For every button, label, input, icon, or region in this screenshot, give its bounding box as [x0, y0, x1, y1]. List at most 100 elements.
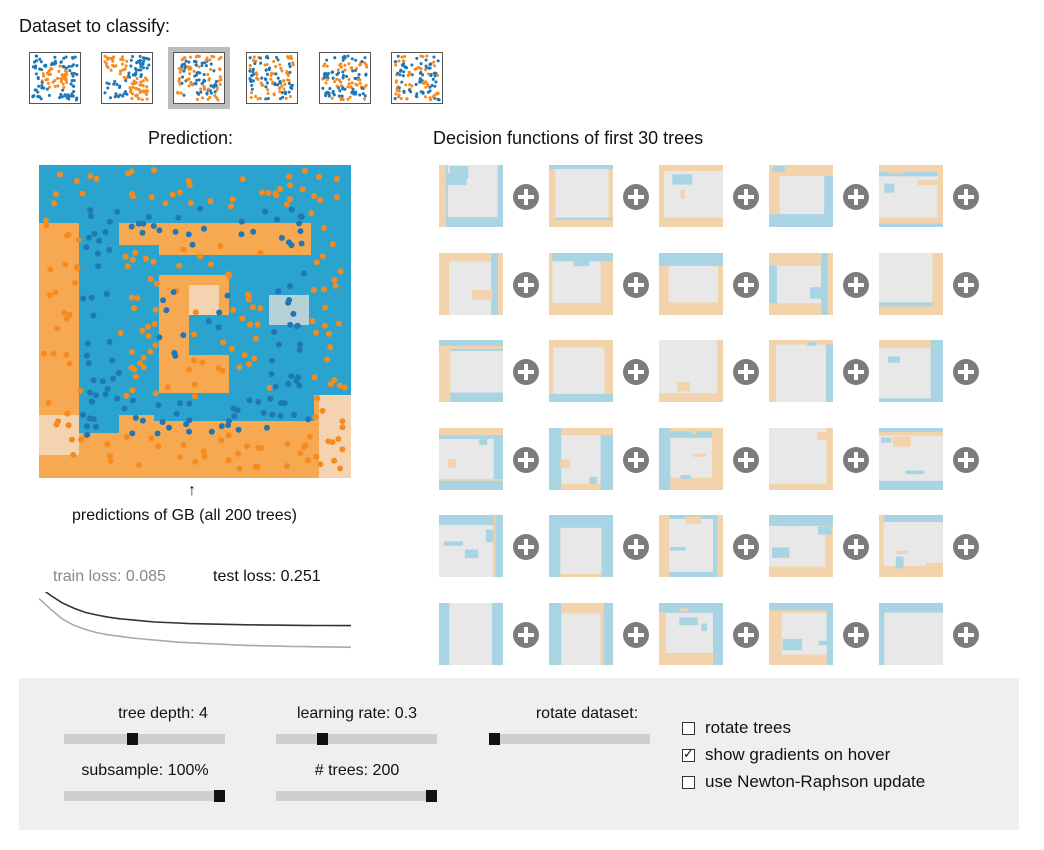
- tree-2[interactable]: [549, 165, 613, 227]
- plus-icon: [733, 534, 759, 560]
- tree-27[interactable]: [549, 603, 613, 665]
- trees-title: Decision functions of first 30 trees: [433, 128, 704, 148]
- prediction-caption: predictions of GB (all 200 trees): [72, 507, 297, 524]
- plus-icon: [733, 272, 759, 298]
- dataset-title: Dataset to classify:: [19, 16, 171, 36]
- tree-10[interactable]: [879, 253, 943, 315]
- tree-24[interactable]: [769, 515, 833, 577]
- n-trees-slider[interactable]: [276, 790, 437, 802]
- plus-icon: [513, 622, 539, 648]
- tree-28[interactable]: [659, 603, 723, 665]
- tree-4[interactable]: [769, 165, 833, 227]
- tree-12[interactable]: [549, 340, 613, 402]
- rotate-dataset-handle[interactable]: [489, 733, 500, 745]
- tree-26[interactable]: [439, 603, 503, 665]
- tree-depth-handle[interactable]: [127, 733, 138, 745]
- plus-icon: [843, 622, 869, 648]
- rotate-trees-option[interactable]: rotate trees: [682, 718, 791, 738]
- n-trees-handle[interactable]: [426, 790, 437, 802]
- plus-icon: [623, 272, 649, 298]
- tree-8[interactable]: [659, 253, 723, 315]
- tree-6[interactable]: [439, 253, 503, 315]
- dataset-xor[interactable]: [101, 52, 153, 104]
- plus-icon: [513, 447, 539, 473]
- subsample-label: subsample: 100%: [81, 762, 209, 779]
- show-gradients-label: show gradients on hover: [705, 745, 891, 764]
- plus-icon: [623, 622, 649, 648]
- tree-18[interactable]: [659, 428, 723, 490]
- newton-option[interactable]: use Newton-Raphson update: [682, 772, 925, 792]
- arrow-up-icon: ↑: [188, 482, 196, 499]
- tree-30[interactable]: [879, 603, 943, 665]
- tree-16[interactable]: [439, 428, 503, 490]
- rotate-trees-label: rotate trees: [705, 718, 791, 737]
- tree-13[interactable]: [659, 340, 723, 402]
- plus-icon: [843, 272, 869, 298]
- tree-22[interactable]: [549, 515, 613, 577]
- plus-icon: [623, 447, 649, 473]
- tree-21[interactable]: [439, 515, 503, 577]
- tree-29[interactable]: [769, 603, 833, 665]
- test-loss-label: test loss: 0.251: [213, 568, 321, 585]
- tree-19[interactable]: [769, 428, 833, 490]
- dataset-concentric[interactable]: [246, 52, 298, 104]
- tree-depth-label: tree depth: 4: [118, 705, 208, 722]
- learning-rate-handle[interactable]: [316, 733, 328, 745]
- plus-icon: [843, 359, 869, 385]
- newton-label: use Newton-Raphson update: [705, 772, 926, 791]
- plus-icon: [953, 184, 979, 210]
- plus-icon: [513, 184, 539, 210]
- plus-icon: [513, 359, 539, 385]
- dataset-stripes[interactable]: [319, 52, 371, 104]
- tree-17[interactable]: [549, 428, 613, 490]
- learning-rate-slider[interactable]: [276, 733, 437, 745]
- plus-icon: [953, 534, 979, 560]
- tree-9[interactable]: [769, 253, 833, 315]
- plus-icon: [953, 622, 979, 648]
- dataset-rings[interactable]: [29, 52, 81, 104]
- plus-icon: [843, 534, 869, 560]
- train-loss-label: train loss: 0.085: [53, 568, 166, 585]
- plus-icon: [513, 534, 539, 560]
- tree-5[interactable]: [879, 165, 943, 227]
- plus-icon: [623, 359, 649, 385]
- prediction-title: Prediction:: [148, 128, 234, 148]
- rotate-dataset-slider[interactable]: [489, 733, 650, 745]
- plus-icon: [733, 359, 759, 385]
- plus-icon: [733, 447, 759, 473]
- plus-icon: [623, 184, 649, 210]
- subsample-slider[interactable]: [64, 790, 225, 802]
- plus-icon: [513, 272, 539, 298]
- tree-25[interactable]: [879, 515, 943, 577]
- newton-checkbox[interactable]: [682, 775, 695, 789]
- show-gradients-checkbox[interactable]: [682, 746, 695, 762]
- tree-3[interactable]: [659, 165, 723, 227]
- plus-icon: [843, 184, 869, 210]
- tree-depth-slider[interactable]: [64, 733, 225, 745]
- tree-20[interactable]: [879, 428, 943, 490]
- prediction-plot: [39, 165, 351, 478]
- rotate-trees-checkbox[interactable]: [682, 721, 695, 735]
- tree-7[interactable]: [549, 253, 613, 315]
- dataset-circles[interactable]: [391, 52, 443, 104]
- rotate-dataset-label: rotate dataset:: [535, 705, 639, 722]
- plus-icon: [953, 272, 979, 298]
- controls-panel: tree depth: 4 learning rate: 0.3 rotate …: [19, 678, 1019, 830]
- plus-icon: [733, 184, 759, 210]
- learning-rate-label: learning rate: 0.3: [296, 705, 418, 722]
- plus-icon: [623, 534, 649, 560]
- plus-icon: [953, 447, 979, 473]
- tree-11[interactable]: [439, 340, 503, 402]
- subsample-handle[interactable]: [214, 790, 225, 802]
- loss-chart: [38, 586, 352, 656]
- show-gradients-option[interactable]: show gradients on hover: [682, 745, 890, 765]
- dataset-spiral-square[interactable]: [168, 47, 230, 109]
- plus-icon: [953, 359, 979, 385]
- tree-14[interactable]: [769, 340, 833, 402]
- tree-1[interactable]: [439, 165, 503, 227]
- tree-23[interactable]: [659, 515, 723, 577]
- n-trees-label: # trees: 200: [314, 762, 400, 779]
- plus-icon: [733, 622, 759, 648]
- plus-icon: [843, 447, 869, 473]
- tree-15[interactable]: [879, 340, 943, 402]
